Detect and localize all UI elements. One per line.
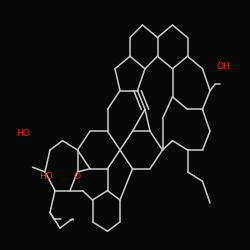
Text: O: O [74, 172, 81, 181]
Text: HO: HO [16, 129, 30, 138]
Text: OH: OH [216, 62, 230, 71]
Text: HO: HO [39, 172, 52, 181]
